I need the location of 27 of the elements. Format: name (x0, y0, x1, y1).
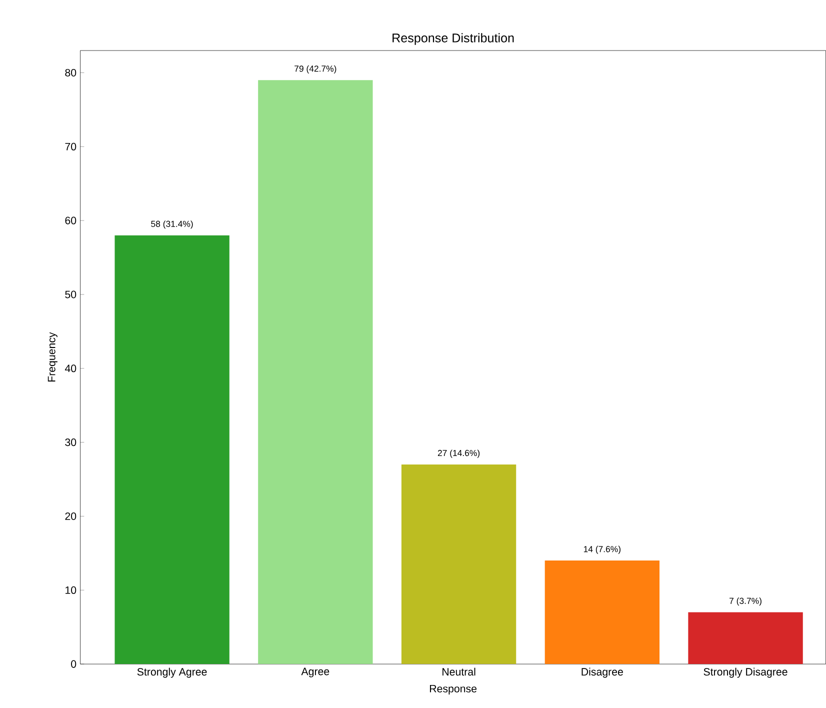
y-tick-label: 30 (65, 438, 76, 446)
x-tick-label: Agree (301, 668, 330, 678)
x-tick-label: Neutral (442, 668, 476, 676)
data-label: 7 (3.7%) (730, 598, 762, 606)
y-tick-label: 20 (65, 512, 76, 520)
bar (688, 612, 803, 664)
chart-title: Response Distribution (392, 33, 514, 46)
y-tick-label: 50 (65, 290, 76, 298)
y-tick-label: 70 (65, 143, 76, 151)
y-tick-label: 0 (71, 660, 76, 668)
x-axis-title: Response (430, 685, 477, 695)
y-tick-label: 60 (65, 216, 76, 224)
y-tick-label: 40 (64, 364, 76, 372)
bar (544, 560, 660, 664)
data-label: 58 (31.4%) (151, 220, 193, 229)
data-label: 27 (14.6%) (438, 450, 480, 458)
x-tick-label: Strongly Disagree (704, 668, 788, 678)
x-tick-label: Strongly Agree (137, 668, 207, 678)
data-label: 79 (42.7%) (294, 66, 336, 74)
y-tick-label: 80 (65, 69, 76, 77)
data-label: 14 (7.6%) (584, 546, 620, 554)
x-tick-label: Disagree (582, 668, 623, 678)
bar (401, 464, 516, 664)
bar (258, 80, 373, 664)
y-axis-title: Frequency (48, 332, 58, 382)
y-tick-label: 10 (66, 586, 76, 594)
bar (114, 236, 230, 664)
